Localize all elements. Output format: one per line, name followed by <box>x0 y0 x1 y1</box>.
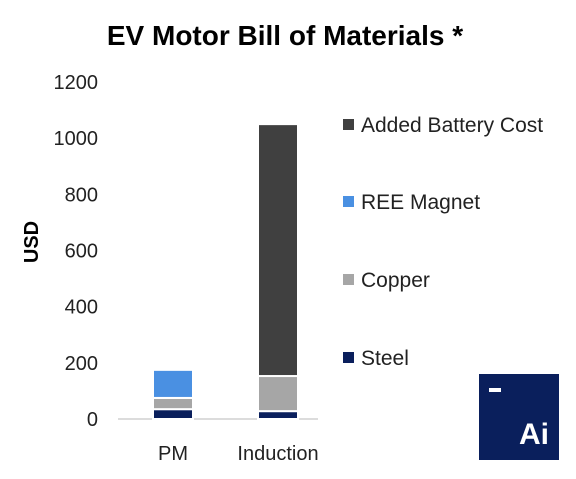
legend-label: Copper <box>361 269 430 292</box>
legend-swatch <box>343 119 354 130</box>
y-tick-label: 400 <box>65 297 98 319</box>
y-tick-label: 800 <box>65 184 98 206</box>
bar-segment-copper <box>257 375 299 413</box>
x-tick-label: PM <box>158 443 188 465</box>
legend-swatch <box>343 196 354 207</box>
legend-label: Steel <box>361 347 409 370</box>
bar-segment-steel <box>257 410 299 420</box>
chart-title: EV Motor Bill of Materials * <box>107 20 463 51</box>
bar-segment-added-battery-cost <box>257 123 299 378</box>
y-tick-label: 1200 <box>54 72 99 94</box>
legend-swatch <box>343 274 354 285</box>
logo-text: Ai <box>519 418 549 451</box>
legend-swatch <box>343 352 354 363</box>
x-tick-label: Induction <box>237 443 318 465</box>
legend-label: Added Battery Cost <box>361 114 543 137</box>
y-tick-label: 0 <box>87 409 98 431</box>
y-axis-label: USD <box>21 221 43 263</box>
y-tick-label: 1000 <box>54 128 99 150</box>
y-tick-label: 600 <box>65 241 98 263</box>
legend-label: REE Magnet <box>361 191 480 214</box>
brand-logo: Ai <box>479 374 559 460</box>
bar-segment-copper <box>152 396 194 411</box>
y-tick-label: 200 <box>65 353 98 375</box>
bar-segment-steel <box>152 408 194 421</box>
bar-segment-ree-magnet <box>152 368 194 399</box>
logo-dash-icon <box>489 388 501 392</box>
